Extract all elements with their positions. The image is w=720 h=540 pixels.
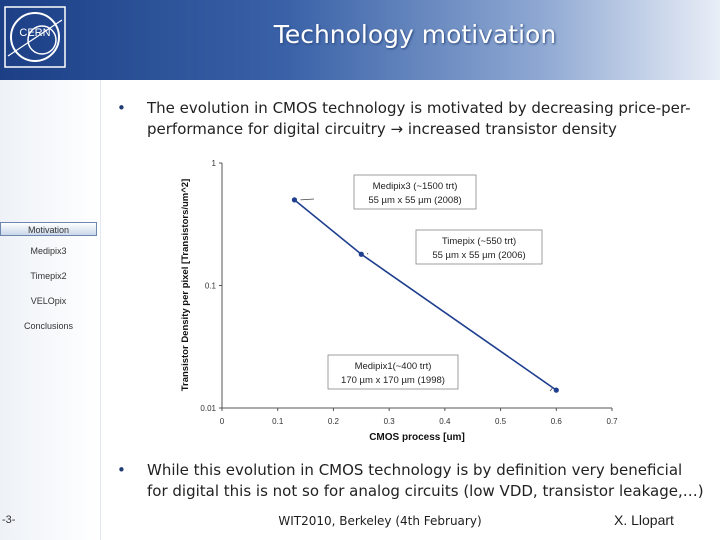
x-tick-label: 0.7 <box>606 417 618 426</box>
bullet-icon: • <box>117 99 126 117</box>
y-tick-label: 0.01 <box>200 404 216 413</box>
x-tick-label: 0.4 <box>439 417 451 426</box>
annotation-box <box>353 174 477 210</box>
annotation-box <box>415 229 543 265</box>
annotation-box <box>327 354 459 390</box>
bullet-text-2: While this evolution in CMOS technology … <box>147 461 704 500</box>
slide-title: Technology motivation <box>273 20 557 49</box>
data-point <box>553 387 559 393</box>
cern-logo-icon: CERN <box>4 6 66 68</box>
sidebar-item-motivation[interactable]: Motivation <box>0 222 97 236</box>
x-tick-label: 0.5 <box>495 417 507 426</box>
sidebar-item-timepix2[interactable]: Timepix2 <box>30 271 67 281</box>
slide-header: CERN Technology motivation <box>0 0 720 80</box>
sidebar-item-velopix[interactable]: VELOpix <box>30 296 67 306</box>
annotation-label: 55 µm x 55 µm (2006) <box>432 250 525 261</box>
annotation-pointer <box>300 198 315 201</box>
y-axis-label: Transistor Density per pixel [Transistor… <box>180 179 191 392</box>
y-tick-label: 1 <box>212 159 217 168</box>
sidebar-item-medipix3[interactable]: Medipix3 <box>30 246 67 256</box>
x-tick-label: 0 <box>220 417 225 426</box>
annotation-pointer <box>366 252 369 255</box>
page-number: -3- <box>2 514 16 526</box>
data-point <box>358 251 364 257</box>
annotation-label: Medipix1(~400 trt) <box>355 361 432 372</box>
annotation-label: 55 µm x 55 µm (2008) <box>368 195 461 206</box>
x-axis-label: CMOS process [um] <box>369 432 465 443</box>
x-tick-label: 0.1 <box>272 417 284 426</box>
logo-text: CERN <box>19 27 50 39</box>
transistor-density-chart: 0 0.1 0.2 0.3 0.4 0.5 0.6 0.7 0.01 0.1 1 Medipix3… <box>180 159 618 443</box>
annotation-label: Timepix (~550 trt) <box>442 236 516 247</box>
annotation-label: Medipix3 (~1500 trt) <box>373 181 458 192</box>
sidebar-item-conclusions[interactable]: Conclusions <box>23 321 74 331</box>
annotation-label: 170 µm x 170 µm (1998) <box>341 375 445 386</box>
sidebar-nav: Motivation Medipix3 Timepix2 VELOpix Con… <box>0 80 101 540</box>
bullet-text-1: The evolution in CMOS technology is moti… <box>147 99 691 138</box>
data-point <box>291 197 298 203</box>
x-tick-label: 0.3 <box>384 417 396 426</box>
y-tick-label: 0.1 <box>205 282 217 291</box>
x-tick-label: 0.6 <box>551 417 563 426</box>
bullet-icon: • <box>117 461 126 479</box>
footer-event: WIT2010, Berkeley (4th February) <box>278 514 482 528</box>
bullet-point-2: • While this evolution in CMOS technolog… <box>117 460 707 502</box>
x-tick-label: 0.2 <box>328 417 340 426</box>
footer-author: X. Llopart <box>614 512 674 528</box>
bullet-point-1: • The evolution in CMOS technology is mo… <box>117 98 707 140</box>
annotation-pointer <box>549 387 553 392</box>
